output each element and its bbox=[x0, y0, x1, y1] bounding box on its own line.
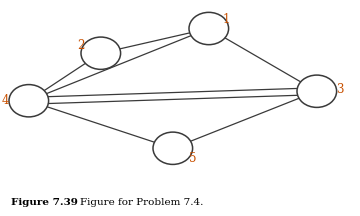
Text: 2: 2 bbox=[77, 39, 85, 52]
Text: Figure 7.39: Figure 7.39 bbox=[11, 198, 78, 207]
Text: 4: 4 bbox=[2, 94, 9, 107]
Ellipse shape bbox=[189, 12, 229, 45]
Ellipse shape bbox=[9, 85, 49, 117]
Ellipse shape bbox=[297, 75, 337, 107]
Text: Figure for Problem 7.4.: Figure for Problem 7.4. bbox=[67, 198, 203, 207]
Ellipse shape bbox=[81, 37, 121, 69]
Text: 1: 1 bbox=[223, 13, 230, 25]
Ellipse shape bbox=[153, 132, 193, 164]
Text: 3: 3 bbox=[337, 83, 344, 96]
Text: 5: 5 bbox=[189, 152, 196, 165]
